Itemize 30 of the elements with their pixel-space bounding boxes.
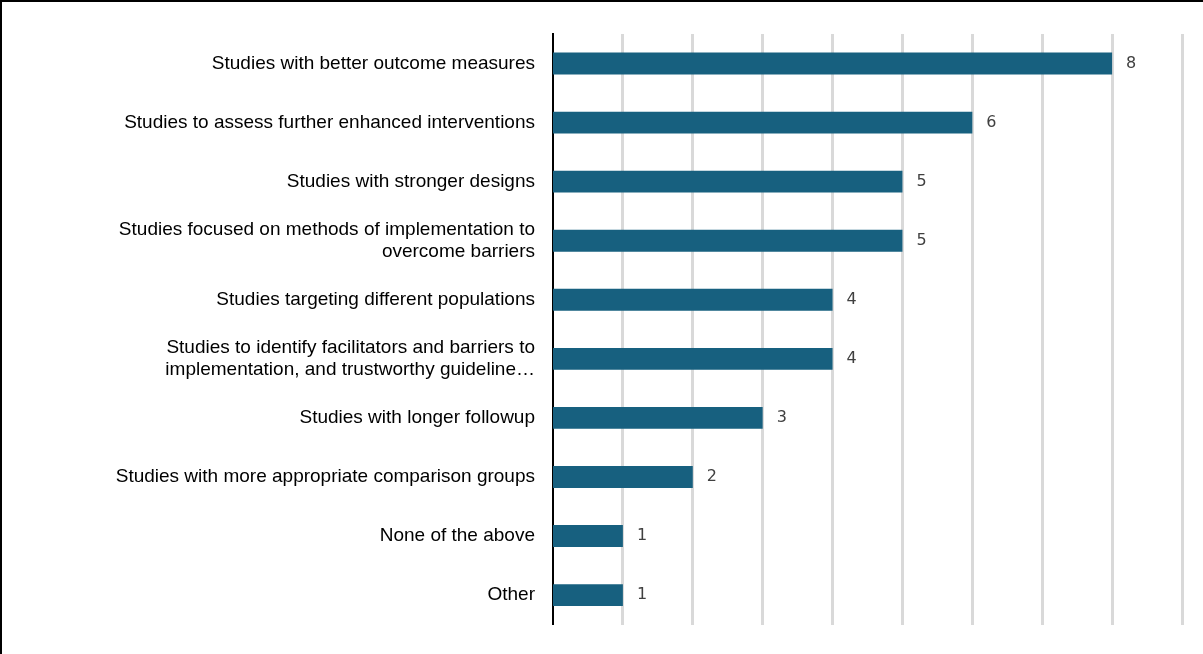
data-label: 5 — [916, 170, 927, 190]
data-label: 1 — [636, 525, 648, 545]
data-label: 6 — [986, 111, 997, 131]
bar — [553, 229, 903, 252]
data-label: 2 — [706, 466, 717, 486]
y-tick-label: Studies with better outcome measures — [211, 51, 535, 73]
bar — [553, 525, 623, 547]
y-tick-label: Studies with more appropriate comparison groups — [115, 465, 535, 487]
y-tick-label: Studies with stronger designs — [286, 169, 535, 191]
bar — [553, 288, 833, 311]
bar — [553, 584, 623, 606]
bar — [553, 111, 973, 134]
bar — [553, 170, 903, 193]
bar — [553, 406, 763, 429]
data-label: 1 — [636, 584, 648, 604]
y-tick-label: Studies with longer followup — [299, 406, 535, 428]
data-label: 3 — [776, 407, 787, 427]
data-label: 4 — [846, 347, 857, 367]
y-tick-label: Studies to identify facilitators and barriers to implementation, and trustworthy guideline… — [165, 335, 535, 380]
data-label: 5 — [916, 229, 927, 249]
y-tick-label: Other — [487, 583, 536, 605]
bar — [553, 347, 833, 370]
bar — [553, 52, 1113, 75]
data-label: 8 — [1126, 52, 1137, 72]
data-label: 4 — [846, 288, 857, 308]
y-tick-label: Studies targeting different populations — [216, 288, 535, 309]
y-tick-label: None of the above — [379, 524, 535, 546]
bar — [553, 466, 693, 488]
y-tick-label: Studies to assess further enhanced interventions — [124, 110, 535, 132]
y-tick-label: Studies focused on methods of implementation to overcome barriers — [118, 217, 535, 262]
